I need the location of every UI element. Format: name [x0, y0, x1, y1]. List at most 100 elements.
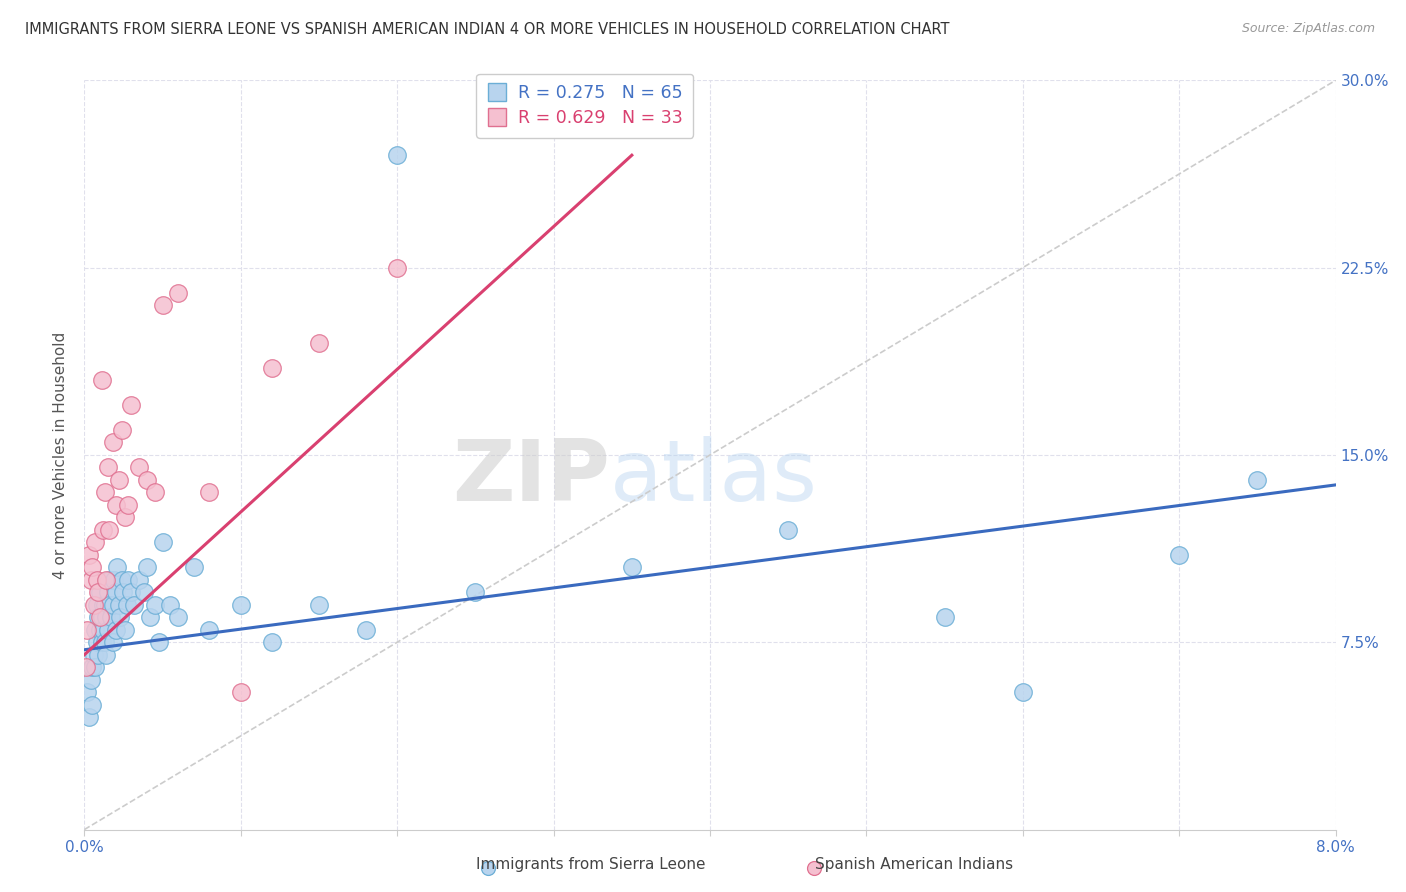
Text: Spanish American Indians: Spanish American Indians: [815, 857, 1012, 872]
Point: [262, 360, 284, 375]
Point: [83, 598, 105, 612]
Point: [101, 635, 124, 649]
Point: [93, 598, 115, 612]
Point: [101, 598, 124, 612]
Point: [620, 560, 643, 574]
Point: [308, 335, 330, 350]
Point: [148, 635, 170, 649]
Point: [124, 598, 146, 612]
Text: ZIP: ZIP: [453, 436, 610, 519]
Point: [354, 623, 377, 637]
Point: [96, 648, 118, 662]
Point: [82, 560, 104, 574]
Point: [120, 398, 142, 412]
Point: [464, 585, 486, 599]
Point: [84, 660, 107, 674]
Point: [104, 498, 127, 512]
Point: [778, 523, 800, 537]
Point: [152, 298, 174, 312]
Point: [1012, 685, 1035, 699]
Point: [87, 648, 110, 662]
Point: [75, 660, 97, 674]
Point: [79, 573, 101, 587]
Point: [139, 610, 162, 624]
Point: [934, 610, 956, 624]
Point: [82, 698, 104, 712]
Point: [91, 523, 114, 537]
Point: [93, 485, 115, 500]
Point: [128, 573, 150, 587]
Point: [111, 573, 134, 587]
Point: [87, 610, 110, 624]
Point: [97, 623, 120, 637]
Point: [114, 510, 136, 524]
Point: [91, 623, 114, 637]
Point: [100, 610, 122, 624]
Point: [93, 635, 115, 649]
Point: [1168, 548, 1191, 562]
Point: [114, 623, 136, 637]
Point: [84, 535, 107, 549]
Point: [98, 598, 121, 612]
Point: [167, 610, 190, 624]
Point: [1246, 473, 1268, 487]
Point: [96, 573, 118, 587]
Text: Immigrants from Sierra Leone: Immigrants from Sierra Leone: [475, 857, 706, 872]
Point: [198, 485, 221, 500]
Point: [229, 685, 252, 699]
Point: [77, 548, 100, 562]
Point: [117, 573, 139, 587]
Point: [83, 648, 105, 662]
Text: IMMIGRANTS FROM SIERRA LEONE VS SPANISH AMERICAN INDIAN 4 OR MORE VEHICLES IN HO: IMMIGRANTS FROM SIERRA LEONE VS SPANISH …: [25, 22, 950, 37]
Point: [132, 585, 155, 599]
Point: [86, 598, 108, 612]
Point: [477, 861, 499, 875]
Point: [128, 460, 150, 475]
Point: [87, 585, 110, 599]
Legend: R = 0.275   N = 65, R = 0.629   N = 33: R = 0.275 N = 65, R = 0.629 N = 33: [477, 74, 693, 137]
Point: [89, 585, 111, 599]
Point: [198, 623, 221, 637]
Point: [229, 598, 252, 612]
Point: [167, 285, 190, 300]
Point: [77, 710, 100, 724]
Point: [112, 585, 135, 599]
Point: [385, 148, 409, 162]
Point: [107, 598, 129, 612]
Point: [86, 573, 108, 587]
Point: [76, 685, 98, 699]
Point: [82, 660, 104, 674]
Point: [159, 598, 181, 612]
Point: [105, 560, 128, 574]
Point: [89, 610, 111, 624]
Text: atlas: atlas: [610, 436, 818, 519]
Point: [90, 635, 112, 649]
Point: [115, 598, 138, 612]
Point: [98, 523, 121, 537]
Point: [136, 560, 159, 574]
Point: [107, 473, 129, 487]
Point: [183, 560, 205, 574]
Point: [101, 435, 124, 450]
Point: [86, 635, 108, 649]
Point: [385, 260, 409, 275]
Point: [98, 573, 121, 587]
Y-axis label: 4 or more Vehicles in Household: 4 or more Vehicles in Household: [53, 331, 69, 579]
Point: [136, 473, 159, 487]
Point: [90, 610, 112, 624]
Point: [104, 623, 127, 637]
Point: [143, 598, 166, 612]
Point: [84, 623, 107, 637]
Point: [143, 485, 166, 500]
Point: [110, 610, 132, 624]
Point: [117, 498, 139, 512]
Point: [89, 623, 111, 637]
Point: [104, 585, 127, 599]
Point: [96, 610, 118, 624]
Point: [803, 861, 825, 875]
Point: [91, 598, 114, 612]
Point: [79, 673, 101, 687]
Point: [103, 573, 125, 587]
Point: [76, 623, 98, 637]
Point: [262, 635, 284, 649]
